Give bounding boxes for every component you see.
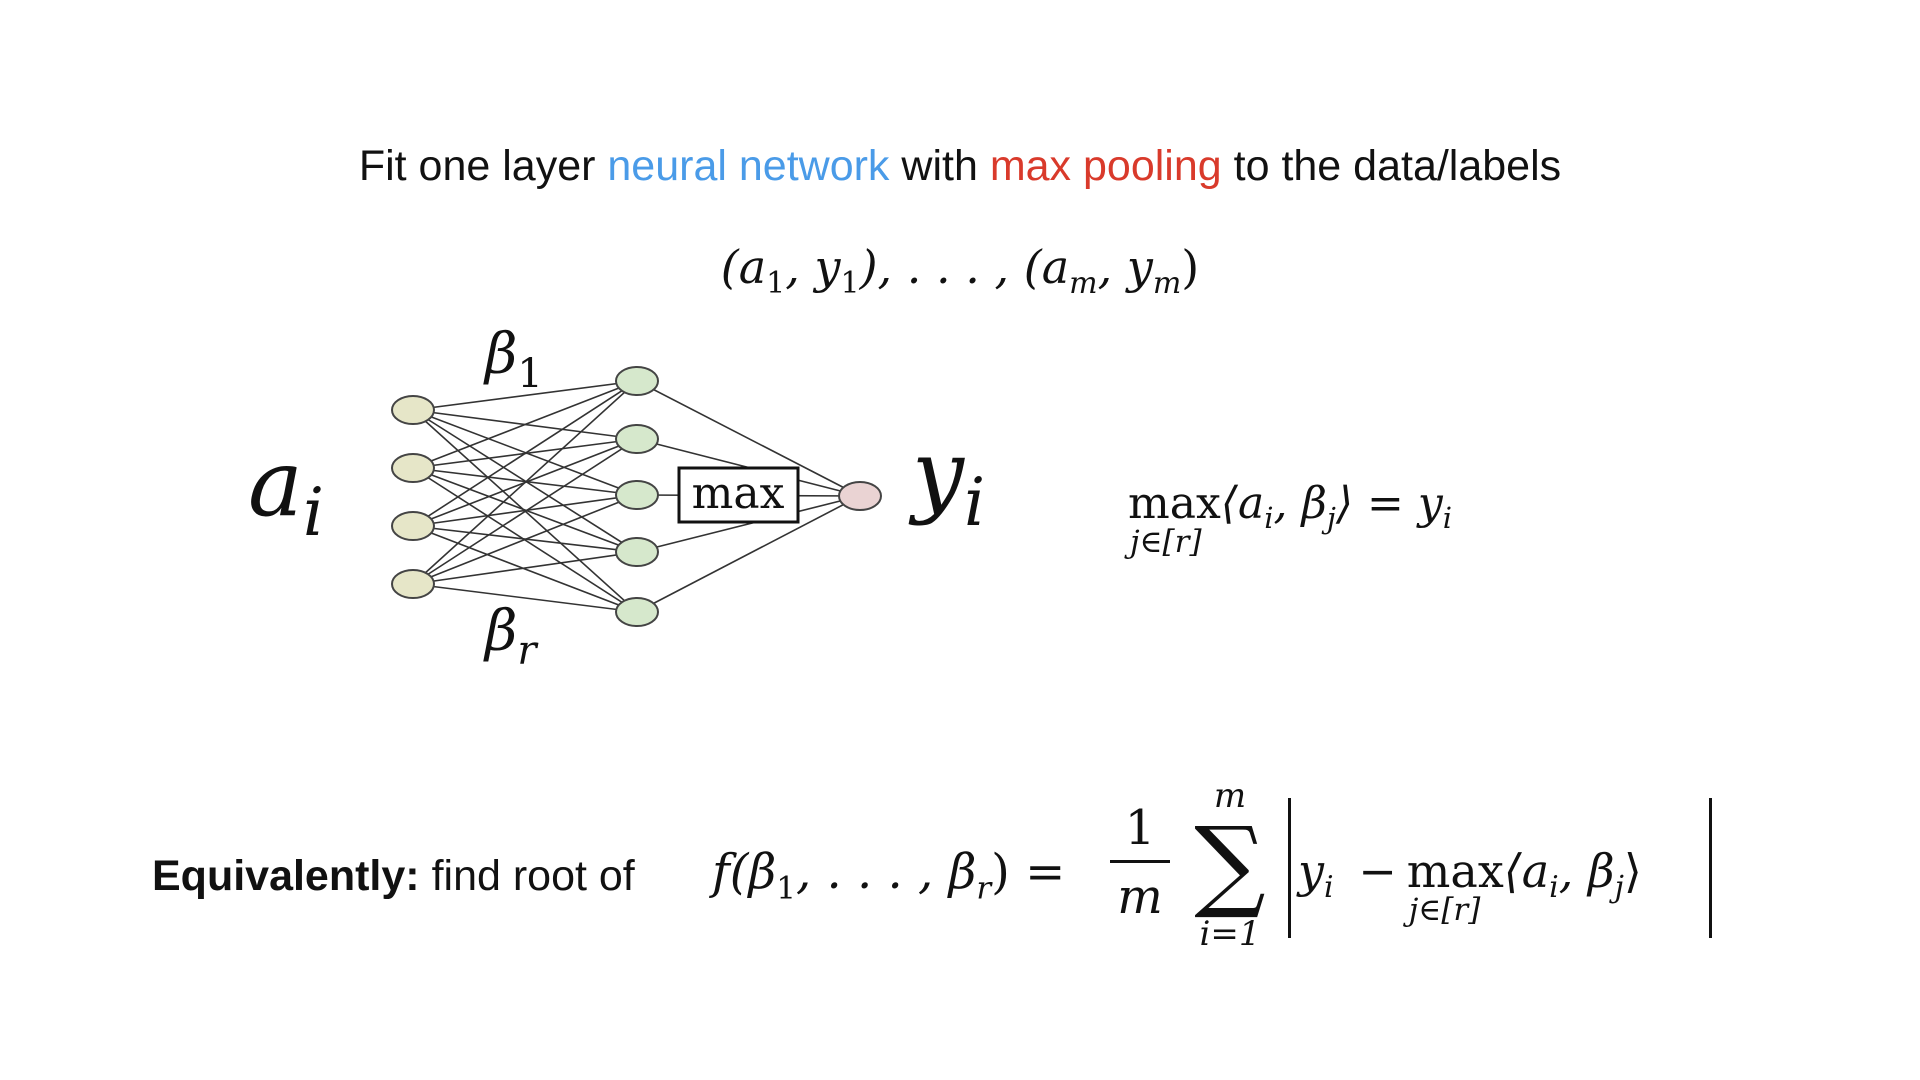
title-text-3: to the data/labels — [1221, 142, 1562, 190]
input-node-2 — [391, 511, 435, 541]
right-equation: max j∈[r] ⟨ai, βj⟩ = yi — [1128, 478, 1453, 560]
hidden-node-0 — [615, 366, 659, 396]
dataset-close: ) — [1181, 240, 1200, 294]
right-max: max — [1128, 478, 1221, 529]
edge-input-3-hidden-3 — [412, 551, 638, 585]
abs-content: yi − max j∈[r] ⟨ai, βj⟩ — [1298, 844, 1642, 928]
bottom-bold: Equivalently: — [152, 852, 420, 900]
network-nodes — [391, 366, 882, 627]
abs-inner-b-sub: j — [1614, 870, 1624, 906]
f-close: ) = — [991, 844, 1066, 900]
output-label-y: y — [908, 420, 965, 527]
beta-top-sub: 1 — [517, 351, 542, 397]
f-sub-2: r — [976, 870, 992, 907]
fraction-bar — [1110, 860, 1170, 863]
input-label: ai — [248, 430, 324, 551]
fraction-denominator: m — [1117, 869, 1163, 925]
hidden-node-3 — [615, 537, 659, 567]
abs-y-sub: i — [1324, 870, 1334, 906]
input-node-3 — [391, 569, 435, 599]
input-label-sub: i — [303, 474, 324, 551]
dataset-sub-1: 1 — [766, 266, 786, 302]
abs-max: max — [1406, 844, 1504, 898]
beta-bottom: β — [483, 599, 517, 664]
edge-hidden-0-output — [636, 380, 861, 497]
abs-bar-left — [1288, 798, 1291, 938]
title-text-2: with — [889, 142, 990, 190]
hidden-node-4 — [615, 597, 659, 627]
input-node-1 — [391, 453, 435, 483]
sum-lower: i=1 — [1199, 914, 1261, 954]
right-y-sub: i — [1442, 500, 1453, 535]
edge-input-0-hidden-2 — [412, 409, 638, 496]
dataset-sub-4: m — [1152, 266, 1182, 302]
input-node-0 — [391, 395, 435, 425]
abs-inner-mid: , β — [1558, 844, 1615, 898]
sum-upper: m — [1213, 776, 1247, 816]
title-text-1: Fit one layer — [358, 142, 608, 190]
edge-input-1-hidden-0 — [412, 380, 638, 469]
abs-max-sub: j∈[r] — [1408, 892, 1481, 928]
edge-input-2-hidden-0 — [412, 380, 638, 527]
bottom-rest: find root of — [419, 852, 635, 900]
beta-top-label: β1 — [483, 322, 543, 397]
title-neural-network: neural network — [607, 142, 890, 190]
abs-y: y — [1298, 844, 1324, 898]
abs-inner-a-sub: i — [1549, 870, 1559, 906]
output-node — [838, 481, 882, 511]
abs-minus: − — [1358, 844, 1397, 898]
dataset-comma-1: , y — [785, 240, 841, 294]
f-sub-1: 1 — [776, 870, 796, 907]
edge-input-2-hidden-2 — [412, 494, 638, 527]
f-mid: , . . . , β — [795, 844, 977, 900]
slide-title: Fit one layer neural network with max po… — [0, 142, 1920, 191]
objective-function: f(β1, . . . , βr) = — [712, 844, 1065, 907]
edge-input-3-hidden-1 — [412, 438, 638, 585]
right-inner-mid: , β — [1273, 478, 1327, 529]
summation: m ∑ i=1 — [1180, 778, 1280, 954]
title-max-pooling: max pooling — [989, 142, 1222, 190]
output-label: yi — [908, 420, 985, 541]
right-max-operator: max j∈[r] — [1128, 478, 1221, 560]
edge-input-2-hidden-4 — [412, 525, 638, 613]
right-inner-open: ⟨a — [1220, 478, 1265, 529]
sum-symbol: ∑ — [1194, 805, 1266, 922]
network-edges — [412, 380, 861, 613]
dataset-mid: ), . . . , (a — [859, 240, 1070, 294]
hidden-node-2 — [615, 480, 659, 510]
beta-bottom-label: βr — [483, 599, 539, 674]
f-open: f(β — [712, 844, 777, 900]
dataset-sub-2: 1 — [840, 266, 860, 302]
bottom-statement: Equivalently: find root of — [152, 852, 635, 901]
edge-input-3-hidden-2 — [412, 494, 638, 585]
dataset-sub-3: m — [1069, 266, 1098, 302]
fraction-numerator: 1 — [1124, 800, 1156, 856]
beta-top: β — [483, 322, 517, 387]
max-box-label: max — [692, 468, 785, 519]
abs-max-operator: max j∈[r] — [1406, 844, 1504, 928]
abs-inner-open: ⟨a — [1503, 844, 1550, 898]
edge-hidden-4-output — [636, 495, 861, 613]
dataset-comma-2: , y — [1097, 240, 1153, 294]
right-b-sub: j — [1326, 500, 1336, 535]
max-box — [677, 466, 800, 524]
dataset-open: (a — [720, 240, 767, 294]
right-max-sub: j∈[r] — [1130, 524, 1202, 560]
edge-hidden-3-output — [636, 495, 861, 553]
edge-input-3-hidden-0 — [412, 380, 638, 585]
abs-bar-right — [1709, 798, 1712, 938]
hidden-node-1 — [615, 424, 659, 454]
edge-input-0-hidden-0 — [412, 380, 638, 411]
right-a-sub: i — [1264, 500, 1274, 535]
abs-inner-close: ⟩ — [1623, 844, 1642, 898]
input-label-a: a — [248, 430, 303, 537]
output-label-sub: i — [964, 464, 985, 541]
dataset-expression: (a1, y1), . . . , (am, ym) — [0, 240, 1920, 301]
right-inner-close: ⟩ = y — [1335, 478, 1443, 529]
beta-bottom-sub: r — [517, 628, 539, 674]
edge-input-3-hidden-4 — [412, 583, 638, 613]
fraction: 1 m — [1110, 800, 1170, 925]
